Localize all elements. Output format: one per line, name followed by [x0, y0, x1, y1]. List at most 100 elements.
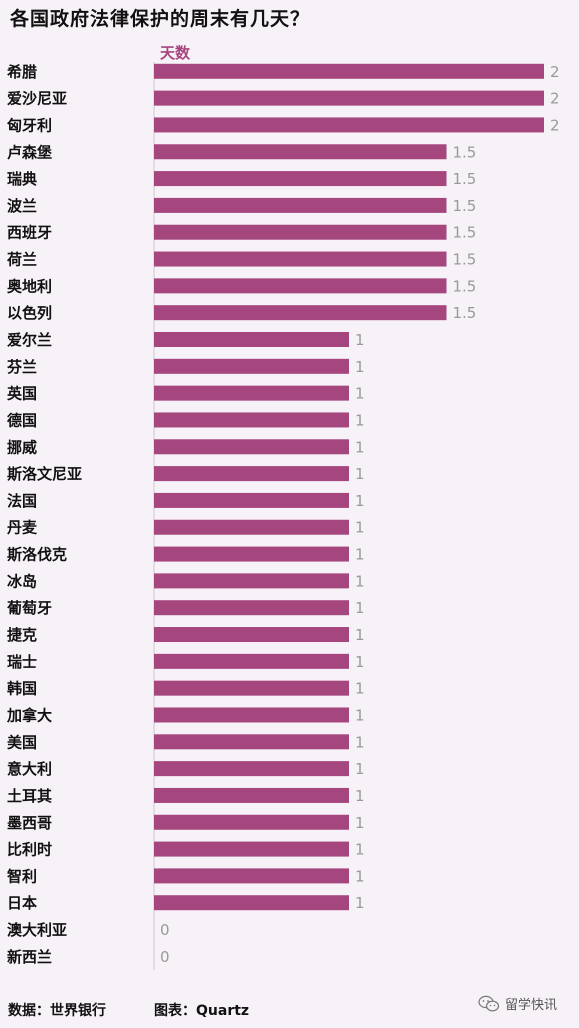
category-label: 英国	[7, 385, 37, 403]
value-label: 1	[355, 572, 365, 590]
value-label: 0	[160, 921, 170, 939]
source-note: 数据：世界银行	[8, 1003, 106, 1019]
category-label: 比利时	[7, 841, 52, 859]
value-label: 1	[355, 411, 365, 429]
bar	[154, 787, 349, 803]
category-label: 捷克	[7, 626, 37, 644]
value-label: 1.5	[453, 224, 477, 242]
category-label: 爱尔兰	[7, 331, 52, 349]
value-label: 1	[355, 787, 365, 805]
category-label: 卢森堡	[7, 143, 52, 161]
bar	[154, 492, 349, 508]
bar	[154, 224, 447, 240]
category-label: 新西兰	[7, 948, 52, 966]
category-label: 智利	[7, 867, 37, 885]
value-label: 1	[355, 546, 365, 564]
category-label: 波兰	[7, 197, 37, 215]
category-label: 法国	[7, 492, 37, 510]
category-label: 挪威	[7, 438, 37, 456]
bar	[154, 466, 349, 482]
value-label: 1	[355, 358, 365, 376]
category-label: 澳大利亚	[7, 921, 67, 939]
value-label: 1.5	[453, 143, 477, 161]
bar	[154, 90, 544, 106]
category-label: 葡萄牙	[6, 599, 52, 617]
value-label: 1.5	[453, 251, 477, 269]
category-label: 日本	[7, 894, 37, 912]
bar	[154, 144, 447, 160]
bar	[154, 439, 349, 455]
value-label: 1	[355, 599, 365, 617]
category-label: 荷兰	[7, 251, 37, 269]
bar	[154, 385, 349, 401]
bar	[154, 895, 349, 911]
value-label: 1	[355, 465, 365, 483]
value-label: 0	[160, 948, 170, 966]
category-label: 意大利	[7, 760, 52, 778]
bar	[154, 600, 349, 616]
wechat-icon	[478, 995, 500, 1011]
category-label: 瑞典	[7, 170, 37, 188]
value-label: 1	[355, 331, 365, 349]
bar	[154, 546, 349, 562]
bar	[154, 332, 349, 347]
bar	[154, 680, 349, 696]
bar	[154, 519, 349, 535]
bar	[154, 197, 447, 213]
bar	[154, 707, 349, 723]
value-label: 1.5	[453, 170, 477, 188]
value-label: 1	[355, 385, 365, 403]
value-label: 2	[550, 63, 560, 81]
category-label: 冰岛	[7, 572, 37, 590]
value-label: 1	[355, 706, 365, 724]
category-label: 爱沙尼亚	[7, 90, 67, 108]
value-label: 2	[550, 116, 560, 134]
value-label: 1	[355, 760, 365, 778]
bar	[154, 734, 349, 750]
category-label: 墨西哥	[7, 814, 52, 832]
value-label: 1	[355, 867, 365, 885]
category-label: 西班牙	[7, 224, 52, 242]
value-label: 1	[355, 626, 365, 644]
bar-chart: 天数 希腊 2 爱沙尼亚 2 匈牙利 2 卢森堡 1.5 瑞典 1.5 波兰 1.5 西班牙 1.5 荷兰 1…	[6, 44, 560, 970]
value-label: 1	[355, 814, 365, 832]
chart-title: 各国政府法律保护的周末有几天？	[10, 8, 311, 30]
bar	[154, 305, 447, 321]
category-label: 以色列	[7, 304, 52, 322]
bar	[154, 868, 349, 884]
bar	[154, 171, 447, 187]
bar	[154, 653, 349, 669]
watermark-text: 留学快讯	[505, 998, 558, 1013]
value-label: 1.5	[453, 197, 477, 215]
value-label: 1.5	[453, 304, 477, 322]
category-label: 土耳其	[7, 787, 52, 805]
value-label: 1	[355, 894, 365, 912]
category-label: 美国	[7, 733, 37, 751]
axis-label: 天数	[160, 44, 191, 62]
category-label: 芬兰	[7, 358, 37, 376]
value-label: 1	[355, 492, 365, 510]
value-label: 1	[355, 653, 365, 671]
value-label: 1	[355, 438, 365, 456]
value-label: 1	[355, 733, 365, 751]
category-label: 希腊	[7, 63, 37, 81]
bar	[154, 358, 349, 374]
category-label: 丹麦	[7, 519, 38, 537]
bar	[154, 573, 349, 589]
value-label: 1	[355, 680, 365, 698]
value-label: 1	[355, 519, 365, 537]
category-label: 斯洛伐克	[7, 546, 67, 564]
value-label: 1.5	[453, 277, 477, 295]
value-label: 1	[355, 841, 365, 859]
bar	[154, 251, 447, 267]
bar	[154, 278, 447, 294]
credit-note: 图表：Quartz	[154, 1003, 250, 1019]
category-label: 德国	[7, 411, 37, 429]
value-label: 2	[550, 90, 560, 108]
bar	[154, 761, 349, 777]
bar	[154, 814, 349, 830]
category-label: 韩国	[7, 680, 37, 698]
bar	[154, 412, 349, 428]
category-label: 瑞士	[7, 653, 37, 671]
bar	[154, 63, 544, 79]
